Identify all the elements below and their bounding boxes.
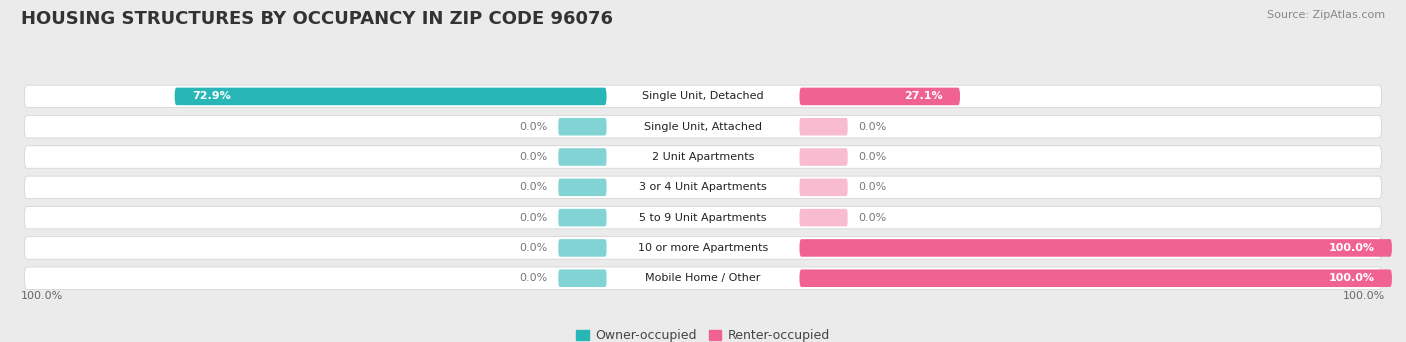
FancyBboxPatch shape — [800, 118, 848, 135]
FancyBboxPatch shape — [24, 267, 1382, 289]
Text: Single Unit, Detached: Single Unit, Detached — [643, 91, 763, 102]
Text: HOUSING STRUCTURES BY OCCUPANCY IN ZIP CODE 96076: HOUSING STRUCTURES BY OCCUPANCY IN ZIP C… — [21, 10, 613, 28]
FancyBboxPatch shape — [174, 88, 606, 105]
Text: 0.0%: 0.0% — [520, 182, 548, 192]
Text: Mobile Home / Other: Mobile Home / Other — [645, 273, 761, 283]
FancyBboxPatch shape — [558, 269, 606, 287]
Text: 100.0%: 100.0% — [1329, 243, 1375, 253]
Text: 100.0%: 100.0% — [1343, 291, 1385, 301]
Text: 100.0%: 100.0% — [21, 291, 63, 301]
FancyBboxPatch shape — [800, 239, 1392, 257]
Text: 0.0%: 0.0% — [858, 122, 886, 132]
Text: 0.0%: 0.0% — [520, 243, 548, 253]
FancyBboxPatch shape — [24, 85, 1382, 108]
Text: 5 to 9 Unit Apartments: 5 to 9 Unit Apartments — [640, 213, 766, 223]
Text: 27.1%: 27.1% — [904, 91, 943, 102]
FancyBboxPatch shape — [558, 179, 606, 196]
FancyBboxPatch shape — [558, 148, 606, 166]
Text: 0.0%: 0.0% — [520, 273, 548, 283]
FancyBboxPatch shape — [800, 148, 848, 166]
Text: 2 Unit Apartments: 2 Unit Apartments — [652, 152, 754, 162]
Text: 0.0%: 0.0% — [858, 182, 886, 192]
FancyBboxPatch shape — [558, 239, 606, 257]
FancyBboxPatch shape — [24, 176, 1382, 199]
FancyBboxPatch shape — [24, 237, 1382, 259]
Legend: Owner-occupied, Renter-occupied: Owner-occupied, Renter-occupied — [571, 324, 835, 342]
Text: 0.0%: 0.0% — [520, 122, 548, 132]
Text: 100.0%: 100.0% — [1329, 273, 1375, 283]
Text: Single Unit, Attached: Single Unit, Attached — [644, 122, 762, 132]
Text: Source: ZipAtlas.com: Source: ZipAtlas.com — [1267, 10, 1385, 20]
Text: 0.0%: 0.0% — [520, 213, 548, 223]
Text: 3 or 4 Unit Apartments: 3 or 4 Unit Apartments — [640, 182, 766, 192]
FancyBboxPatch shape — [800, 209, 848, 226]
FancyBboxPatch shape — [24, 116, 1382, 138]
FancyBboxPatch shape — [800, 88, 960, 105]
FancyBboxPatch shape — [558, 118, 606, 135]
Text: 0.0%: 0.0% — [520, 152, 548, 162]
Text: 0.0%: 0.0% — [858, 152, 886, 162]
Text: 10 or more Apartments: 10 or more Apartments — [638, 243, 768, 253]
Text: 0.0%: 0.0% — [858, 213, 886, 223]
FancyBboxPatch shape — [800, 179, 848, 196]
FancyBboxPatch shape — [24, 207, 1382, 229]
Text: 72.9%: 72.9% — [191, 91, 231, 102]
FancyBboxPatch shape — [24, 146, 1382, 168]
FancyBboxPatch shape — [800, 269, 1392, 287]
FancyBboxPatch shape — [558, 209, 606, 226]
